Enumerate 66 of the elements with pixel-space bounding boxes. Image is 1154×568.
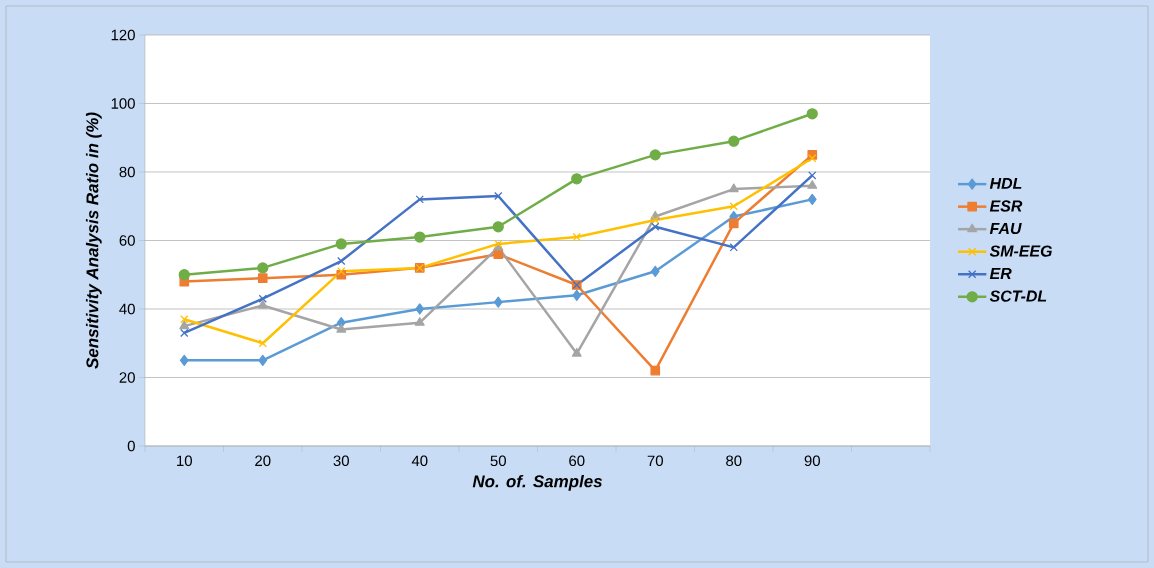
y-tick-label: 40 bbox=[119, 303, 135, 315]
point bbox=[651, 215, 660, 225]
point bbox=[649, 149, 661, 161]
point bbox=[493, 249, 504, 260]
point bbox=[257, 299, 268, 309]
point bbox=[337, 256, 346, 266]
y-tick-label: 20 bbox=[119, 372, 135, 383]
point bbox=[337, 267, 346, 276]
y-tick-label: 80 bbox=[119, 166, 135, 178]
point bbox=[492, 221, 504, 233]
point bbox=[258, 354, 268, 366]
point bbox=[571, 173, 583, 185]
point bbox=[808, 154, 817, 163]
point bbox=[336, 323, 347, 333]
x-tick-label: 50 bbox=[490, 455, 506, 467]
point bbox=[729, 243, 738, 252]
y-tick-label: 60 bbox=[119, 235, 135, 246]
x-tick-label: 20 bbox=[255, 455, 271, 467]
point bbox=[335, 238, 347, 250]
point bbox=[807, 180, 818, 189]
y-tick-label: 0 bbox=[127, 440, 135, 452]
point bbox=[494, 191, 503, 201]
point bbox=[257, 262, 269, 274]
point bbox=[414, 231, 426, 243]
point bbox=[650, 365, 661, 376]
legend-label: SM-EEG bbox=[989, 245, 1052, 257]
point bbox=[258, 294, 267, 303]
x-tick-label: 60 bbox=[569, 455, 585, 467]
point bbox=[807, 193, 817, 206]
point bbox=[729, 202, 738, 211]
point bbox=[179, 320, 190, 330]
x-tick-label: 30 bbox=[333, 455, 349, 467]
point bbox=[728, 183, 739, 193]
point bbox=[180, 328, 189, 338]
x-tick-label: 70 bbox=[647, 455, 663, 467]
point bbox=[572, 289, 582, 301]
point bbox=[572, 232, 581, 242]
y-tick-label: 100 bbox=[111, 98, 135, 109]
point bbox=[651, 222, 660, 231]
point bbox=[728, 135, 740, 147]
legend-label: SCT-DL bbox=[989, 290, 1047, 302]
point bbox=[415, 303, 425, 315]
point bbox=[257, 273, 268, 283]
y-axis-title: Sensitivity Analysis Ratio in (%) bbox=[85, 112, 102, 369]
point bbox=[258, 339, 267, 348]
legend-label: HDL bbox=[989, 177, 1022, 189]
point bbox=[178, 269, 190, 281]
legend-label: FAU bbox=[989, 222, 1022, 235]
x-tick-label: 90 bbox=[804, 455, 820, 467]
x-tick-label: 80 bbox=[726, 455, 742, 467]
point bbox=[180, 315, 189, 324]
x-tick-label: 40 bbox=[411, 455, 428, 467]
legend-label: ESR bbox=[989, 200, 1023, 212]
point bbox=[493, 296, 503, 308]
point bbox=[808, 171, 817, 180]
y-tick-label: 120 bbox=[111, 29, 135, 41]
legend-label: ER bbox=[989, 268, 1012, 279]
x-tick-label: 10 bbox=[177, 455, 192, 467]
point bbox=[179, 354, 189, 366]
point bbox=[806, 108, 818, 120]
x-axis-title: No. of. Samples bbox=[472, 474, 603, 491]
point bbox=[414, 317, 425, 326]
point bbox=[571, 347, 582, 357]
point bbox=[650, 265, 660, 277]
point bbox=[728, 218, 739, 229]
point bbox=[415, 195, 424, 204]
